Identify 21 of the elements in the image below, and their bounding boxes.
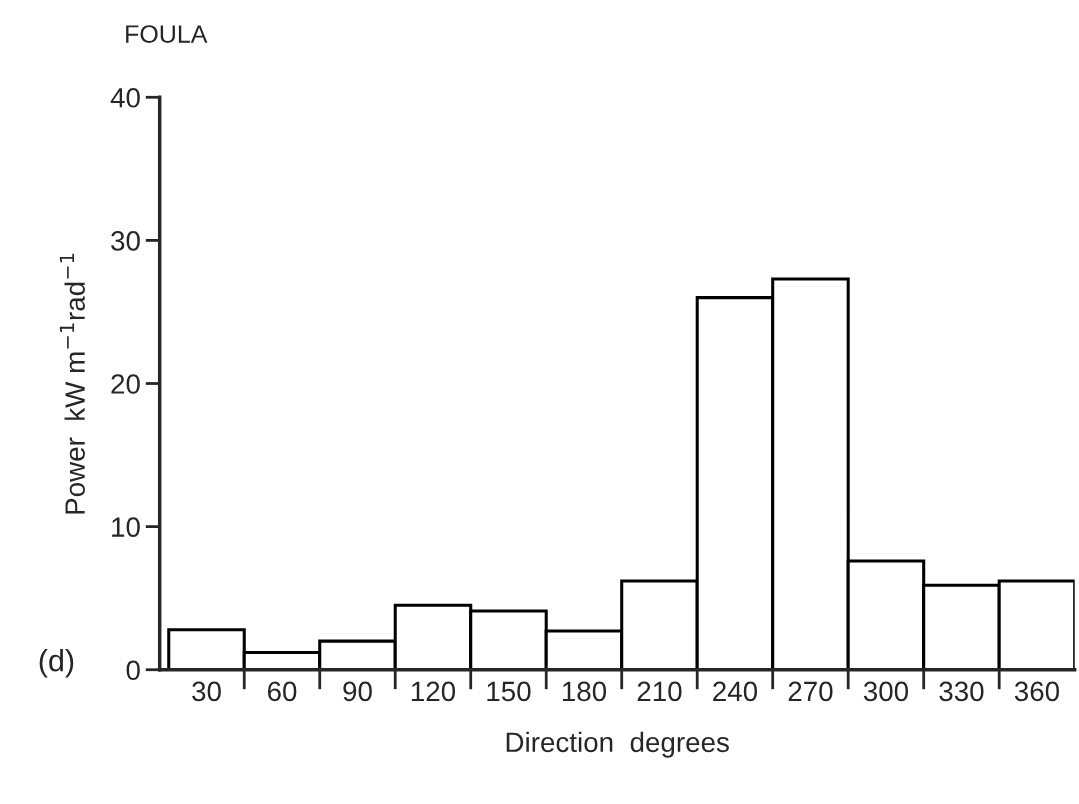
x-tick-label: 180 xyxy=(562,681,607,702)
x-tick-label: 90 xyxy=(343,681,372,702)
x-axis-title: Direction degrees xyxy=(506,731,729,758)
x-tick-label: 300 xyxy=(863,681,909,702)
y-tick-label: 30 xyxy=(111,231,140,251)
x-tick-label: 360 xyxy=(1014,681,1060,702)
x-tick-label: 240 xyxy=(713,681,758,702)
text: (d) xyxy=(39,649,74,678)
chart-title: FOULA xyxy=(126,25,208,43)
y-axis-title: Power kW m$^{−1}$rad$^{−1}$ xyxy=(59,253,85,514)
x-tick-label: 150 xyxy=(487,681,531,702)
y-tick-label: 20 xyxy=(111,374,140,394)
x-tick-label: 120 xyxy=(411,681,456,702)
x-tick-label: 60 xyxy=(267,681,297,702)
x-tick-label: 270 xyxy=(788,681,833,702)
y-tick-label: 0 xyxy=(126,660,140,681)
y-tick-label: 40 xyxy=(110,87,140,108)
x-tick-label: 210 xyxy=(637,681,682,702)
x-tick-label: 330 xyxy=(939,681,984,702)
y-tick-label: 10 xyxy=(112,517,140,537)
x-tick-label: 30 xyxy=(192,681,221,702)
